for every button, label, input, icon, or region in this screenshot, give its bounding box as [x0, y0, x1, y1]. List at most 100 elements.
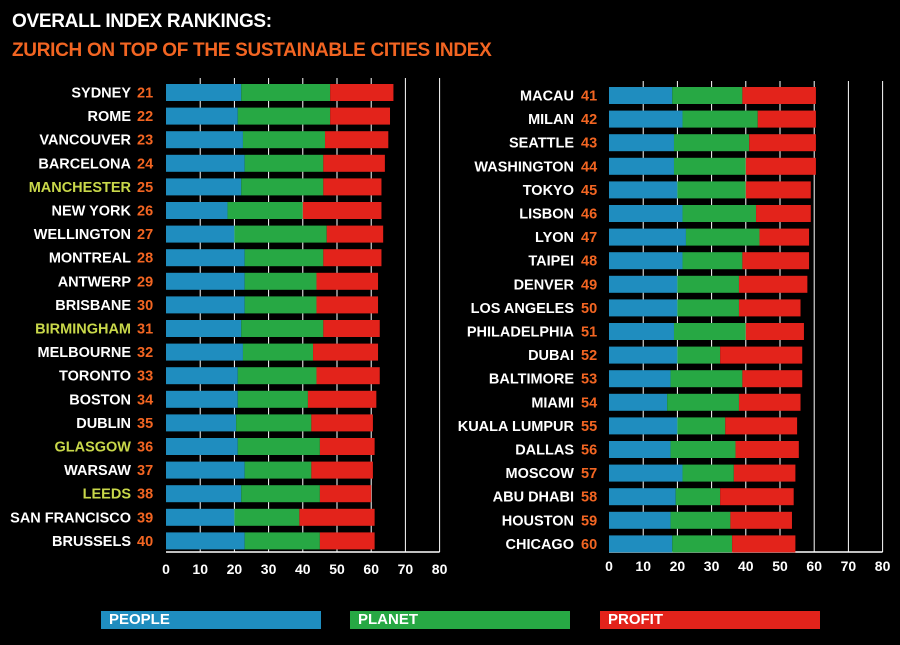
bar-planet — [673, 157, 746, 175]
rank-label: 30 — [137, 298, 153, 314]
x-tick-label: 80 — [432, 561, 448, 577]
bar-profit — [316, 367, 380, 385]
bar-planet — [682, 464, 734, 482]
bar-people — [166, 461, 245, 479]
bar-people — [609, 181, 678, 199]
city-label: CHICAGO — [506, 537, 574, 553]
city-label: BIRMINGHAM — [35, 322, 131, 338]
bar-profit — [323, 178, 382, 196]
legend-people: PEOPLE — [101, 611, 321, 629]
bar-planet — [244, 249, 324, 267]
bar-profit — [311, 461, 373, 479]
bar-profit — [742, 252, 810, 270]
bar-profit — [738, 393, 801, 411]
city-label: BRUSSELS — [52, 534, 131, 550]
bar-people — [166, 532, 245, 550]
bar-profit — [738, 299, 801, 317]
city-label: BARCELONA — [38, 156, 131, 172]
x-tick-label: 30 — [704, 558, 720, 574]
city-label: SAN FRANCISCO — [10, 510, 131, 526]
bar-planet — [677, 181, 746, 199]
city-label: GLASGOW — [54, 440, 131, 456]
city-label: MILAN — [528, 112, 574, 128]
legend-profit: PROFIT — [600, 611, 820, 629]
x-tick-label: 20 — [670, 558, 686, 574]
city-label: KUALA LUMPUR — [458, 419, 575, 435]
bar-people — [166, 508, 235, 526]
bar-people — [166, 272, 245, 290]
city-label: WARSAW — [64, 463, 131, 479]
bar-planet — [675, 488, 721, 506]
rank-label: 25 — [137, 180, 153, 196]
bar-people — [609, 252, 683, 270]
city-label: DUBLIN — [76, 416, 131, 432]
bar-people — [166, 320, 242, 337]
bar-planet — [227, 202, 303, 219]
rank-label: 34 — [137, 392, 153, 408]
bar-people — [609, 488, 676, 506]
bar-planet — [677, 346, 721, 364]
bar-profit — [720, 488, 794, 506]
bar-planet — [237, 107, 331, 125]
x-tick-label: 40 — [738, 558, 754, 574]
bar-planet — [237, 438, 320, 455]
bar-people — [609, 110, 683, 128]
bar-profit — [319, 485, 372, 503]
bar-planet — [670, 511, 731, 529]
bar-planet — [237, 367, 317, 385]
city-label: MONTREAL — [49, 251, 131, 267]
x-tick-label: 50 — [772, 558, 788, 574]
rank-label: 50 — [581, 301, 597, 317]
bar-people — [166, 485, 242, 503]
bar-profit — [311, 414, 373, 432]
bar-planet — [234, 508, 300, 526]
x-tick-label: 20 — [227, 561, 243, 577]
city-label: DENVER — [514, 277, 575, 293]
bar-profit — [330, 107, 391, 125]
city-label: LISBON — [519, 207, 574, 223]
bar-planet — [236, 414, 312, 432]
city-label: HOUSTON — [502, 513, 574, 529]
bar-people — [609, 205, 683, 222]
bar-planet — [241, 84, 331, 101]
bar-people — [609, 535, 673, 553]
city-label: PHILADELPHIA — [467, 325, 575, 341]
bar-planet — [244, 532, 320, 550]
rank-label: 52 — [581, 348, 597, 364]
city-label: DALLAS — [515, 443, 574, 459]
rank-label: 24 — [137, 156, 153, 172]
bar-people — [609, 134, 674, 152]
bar-planet — [241, 485, 320, 503]
city-label: MELBOURNE — [38, 345, 132, 361]
rank-label: 23 — [137, 133, 153, 149]
city-label: TAIPEI — [528, 254, 574, 270]
rank-label: 48 — [581, 254, 597, 270]
x-tick-label: 0 — [162, 561, 170, 577]
x-tick-label: 30 — [261, 561, 277, 577]
rank-label: 44 — [581, 159, 597, 175]
bar-planet — [682, 252, 743, 270]
city-label: BOSTON — [69, 392, 131, 408]
x-tick-label: 60 — [363, 561, 379, 577]
city-label: ABU DHABI — [493, 490, 574, 506]
city-label: BRISBANE — [55, 298, 131, 314]
city-label: LEEDS — [83, 487, 132, 503]
bar-people — [609, 346, 678, 364]
bar-planet — [682, 205, 757, 222]
rank-label: 35 — [137, 416, 153, 432]
city-label: WASHINGTON — [474, 159, 574, 175]
rank-label: 21 — [137, 86, 153, 102]
bar-people — [166, 202, 228, 219]
bar-profit — [319, 438, 375, 455]
city-label: TORONTO — [59, 369, 131, 385]
bar-profit — [307, 390, 377, 408]
bar-planet — [244, 272, 317, 290]
x-tick-label: 70 — [398, 561, 414, 577]
bar-planet — [667, 393, 739, 411]
bar-planet — [673, 134, 750, 152]
bar-people — [609, 157, 674, 175]
bar-profit — [725, 417, 798, 435]
bar-profit — [749, 134, 816, 152]
rank-label: 39 — [137, 510, 153, 526]
bar-people — [609, 87, 673, 104]
